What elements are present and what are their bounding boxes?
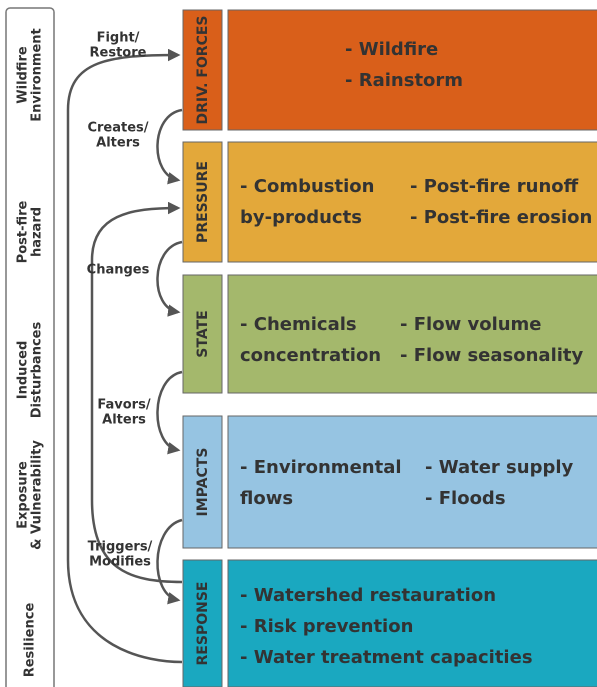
stage-tab: [182, 274, 223, 394]
stage-box: [227, 415, 597, 549]
side-label: & Vulnerability: [30, 440, 45, 550]
stage-label: RESPONSE: [195, 582, 211, 666]
left-frame: [5, 7, 55, 687]
stage-item: - Combustion: [240, 176, 374, 197]
stage-tab: [182, 9, 223, 131]
stage-item: by-products: [240, 207, 362, 228]
stage-item: - Flow volume: [400, 314, 542, 335]
arrow-label: Restore: [90, 46, 147, 61]
stage-item: concentration: [240, 345, 381, 366]
stage-item: - Post-fire runoff: [410, 176, 579, 197]
stage-label: DRIV. FORCES: [195, 16, 211, 125]
arrow-label: Fight/: [97, 31, 140, 46]
stage-tab: [182, 559, 223, 687]
stage-item: - Water treatment capacities: [240, 647, 533, 668]
stage-item: - Water supply: [425, 457, 574, 478]
arrow: [90, 201, 183, 584]
arrow-label: Triggers/: [88, 540, 153, 555]
stage-item: - Flow seasonality: [400, 345, 584, 366]
stage-item: - Wildfire: [345, 39, 438, 60]
stage-tab: [182, 141, 223, 263]
side-label: Exposure: [16, 461, 31, 529]
stage-label: PRESSURE: [195, 161, 211, 243]
arrow-label: Modifies: [89, 555, 151, 570]
arrow-label: Alters: [102, 413, 146, 428]
stage-item: - Chemicals: [240, 314, 357, 335]
arrow: [156, 518, 183, 605]
stage-item: - Rainstorm: [345, 70, 463, 91]
side-label: Environment: [30, 28, 45, 122]
stage-boxes: [182, 9, 597, 687]
stage-item: - Watershed restauration: [240, 585, 496, 606]
stage-box: [227, 141, 597, 263]
side-label: Post-fire: [16, 200, 31, 263]
stage-item: flows: [240, 488, 293, 509]
stage-item: - Environmental: [240, 457, 402, 478]
arrow: [156, 108, 183, 185]
arrow: [66, 48, 183, 664]
side-label: Resilience: [23, 603, 38, 678]
stage-item: - Risk prevention: [240, 616, 413, 637]
stage-item: - Post-fire erosion: [410, 207, 592, 228]
side-label: hazard: [30, 207, 45, 257]
arrow: [156, 370, 183, 455]
stage-label: IMPACTS: [195, 448, 211, 517]
side-label: Wildfire: [16, 46, 31, 104]
stage-box: [227, 559, 597, 687]
side-label: Induced: [16, 341, 31, 399]
side-label: Disturbances: [30, 322, 45, 419]
stage-item: - Floods: [425, 488, 506, 509]
stage-box: [227, 9, 597, 131]
arrow-label: Changes: [87, 263, 150, 278]
arrow-label: Creates/: [87, 121, 148, 136]
stage-label: STATE: [195, 310, 211, 357]
arrow-label: Favors/: [97, 398, 150, 413]
arrow: [156, 240, 183, 317]
arrow-label: Alters: [96, 136, 140, 151]
stage-box: [227, 274, 597, 394]
stage-tab: [182, 415, 223, 549]
